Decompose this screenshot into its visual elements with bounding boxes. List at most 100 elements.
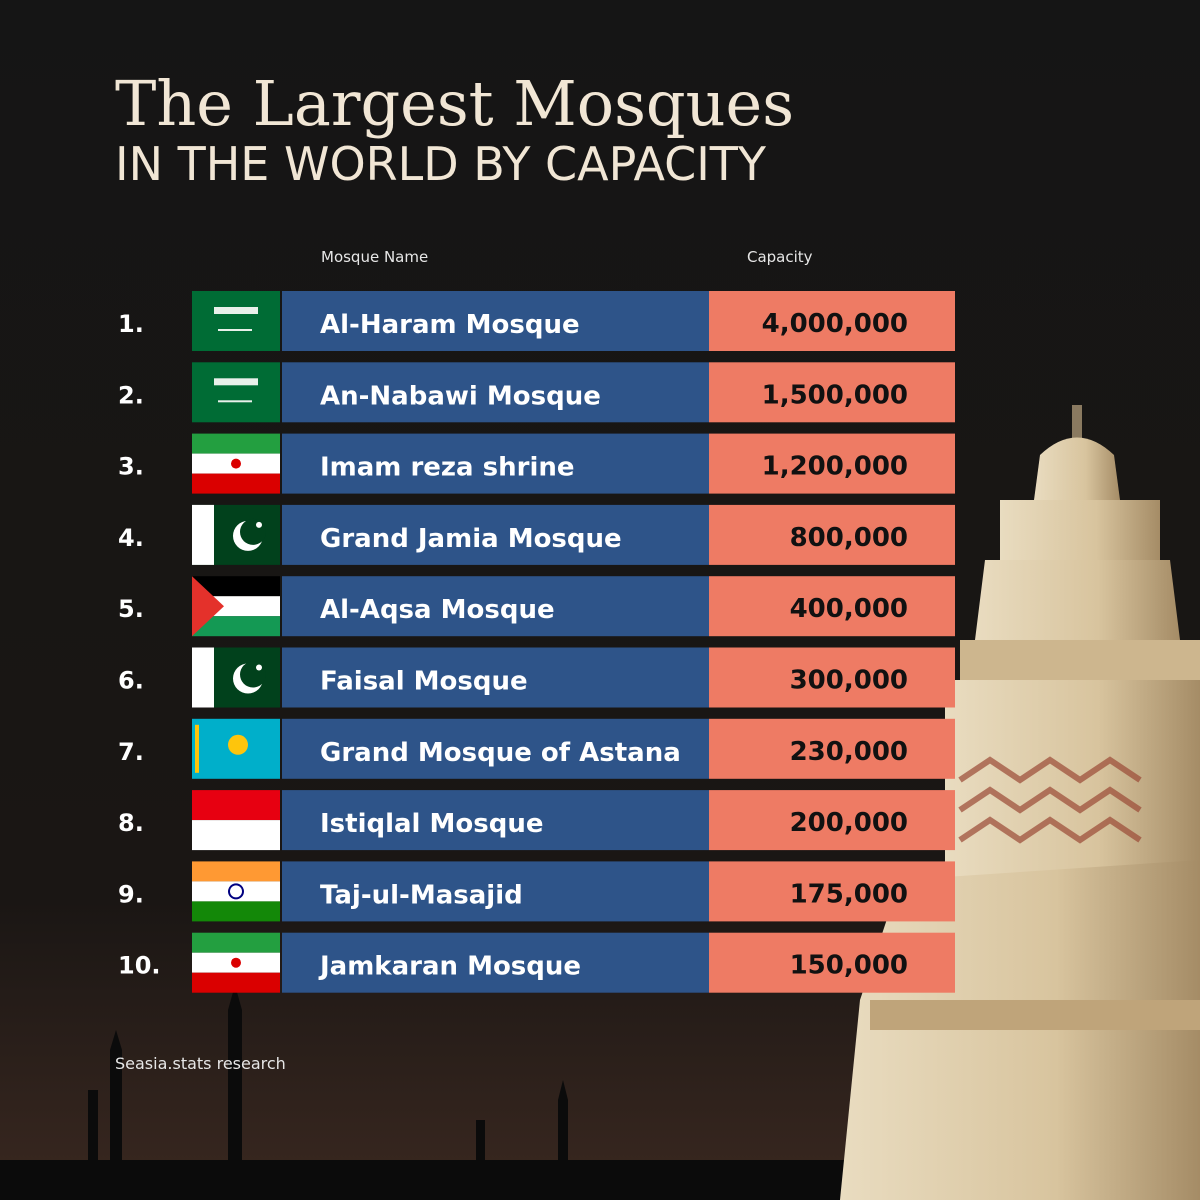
flag-part xyxy=(192,647,214,708)
flag-part xyxy=(192,616,280,637)
name-cell xyxy=(282,504,709,565)
capacity-cell xyxy=(709,291,955,351)
footer: Seasia.stats research xyxy=(115,1054,286,1073)
name-cell xyxy=(282,932,709,993)
column-header: Mosque Name xyxy=(321,248,428,266)
flag-part xyxy=(231,458,241,469)
flag xyxy=(192,433,280,494)
capacity: 1,200,000 xyxy=(762,452,908,482)
capacity: 800,000 xyxy=(790,523,908,553)
rank: 6. xyxy=(118,667,144,695)
flag xyxy=(192,647,280,708)
table-row: 9. Taj-ul-Masajid 175,000 xyxy=(118,861,955,922)
capacity-cell xyxy=(709,647,955,708)
name-cell xyxy=(282,291,709,351)
rank: 5. xyxy=(118,595,144,623)
mosque-name: Al-Haram Mosque xyxy=(320,310,580,340)
rank: 3. xyxy=(118,453,144,481)
flag-part xyxy=(218,329,252,331)
flag xyxy=(192,576,280,637)
flag xyxy=(192,932,280,993)
flag-part xyxy=(192,901,280,922)
mosque-name: Al-Aqsa Mosque xyxy=(320,595,555,625)
name-cell xyxy=(282,433,709,494)
flag-part xyxy=(192,820,280,851)
capacity: 150,000 xyxy=(790,951,908,981)
flag-part xyxy=(192,576,280,597)
flag-part xyxy=(256,521,262,528)
flag xyxy=(192,291,280,351)
table-row: 6. Faisal Mosque 300,000 xyxy=(118,647,955,708)
mosque-name: Faisal Mosque xyxy=(320,667,528,697)
column-header: Capacity xyxy=(747,248,813,266)
name-cell xyxy=(282,576,709,637)
mosque-name: Istiqlal Mosque xyxy=(320,809,544,839)
capacity: 400,000 xyxy=(790,594,908,624)
rank: 7. xyxy=(118,738,144,766)
flag-part xyxy=(240,661,266,688)
rank: 4. xyxy=(118,524,144,552)
flag-part xyxy=(192,861,280,882)
rank: 10. xyxy=(118,952,161,980)
flag xyxy=(192,362,280,423)
flag-part xyxy=(192,972,280,993)
mosque-name: Grand Mosque of Astana xyxy=(320,738,681,768)
table-row: 7. Grand Mosque of Astana 230,000 xyxy=(118,718,955,779)
flag-part xyxy=(192,932,280,953)
flag xyxy=(192,718,280,779)
table-row: 5. Al-Aqsa Mosque 400,000 xyxy=(118,576,955,637)
capacity: 230,000 xyxy=(790,737,908,767)
flag-part xyxy=(192,362,280,423)
mosque-name: Grand Jamia Mosque xyxy=(320,524,622,554)
rank: 9. xyxy=(118,880,144,908)
flag-part xyxy=(192,473,280,494)
rank: 1. xyxy=(118,310,144,338)
mosque-name: Taj-ul-Masajid xyxy=(320,880,523,910)
capacity-cell xyxy=(709,932,955,993)
capacity-cell xyxy=(709,790,955,851)
mosque-name: Imam reza shrine xyxy=(320,453,575,483)
capacity-cell xyxy=(709,576,955,637)
flag xyxy=(192,790,280,851)
flag xyxy=(192,504,280,565)
capacity-cell xyxy=(709,433,955,494)
mosque-name: Jamkaran Mosque xyxy=(318,952,581,982)
title: The Largest Mosques xyxy=(115,67,794,140)
flag xyxy=(192,861,280,922)
rank: 8. xyxy=(118,809,144,837)
table-row: 4. Grand Jamia Mosque 800,000 xyxy=(118,504,955,565)
table-row: 1. Al-Haram Mosque 4,000,000 xyxy=(118,291,955,351)
capacity: 175,000 xyxy=(790,879,908,909)
flag-part xyxy=(195,724,199,773)
mosque-name: An-Nabawi Mosque xyxy=(320,381,601,411)
flag-part xyxy=(192,790,280,821)
capacity: 1,500,000 xyxy=(762,380,908,410)
flag-part xyxy=(256,664,262,671)
capacity: 200,000 xyxy=(790,808,908,838)
name-cell xyxy=(282,790,709,851)
capacity-cell xyxy=(709,504,955,565)
table-row: 3. Imam reza shrine 1,200,000 xyxy=(118,433,955,494)
capacity: 4,000,000 xyxy=(762,309,908,339)
flag-part xyxy=(214,307,258,314)
name-cell xyxy=(282,362,709,423)
flag-part xyxy=(228,883,244,900)
flag-part xyxy=(192,504,214,565)
subtitle: IN THE WORLD BY CAPACITY xyxy=(115,137,767,191)
table: 1. Al-Haram Mosque 4,000,000 2. An-Nabawi Mo… xyxy=(118,291,955,993)
flag-part xyxy=(192,291,280,351)
flag-part xyxy=(192,433,280,454)
table-row: 8. Istiqlal Mosque 200,000 xyxy=(118,790,955,851)
capacity-cell xyxy=(709,362,955,423)
flag-part xyxy=(192,576,224,637)
flag-part xyxy=(228,734,248,755)
flag-part xyxy=(192,881,280,902)
flag-part xyxy=(231,957,241,968)
flag-part xyxy=(240,518,266,545)
flag-part xyxy=(214,378,258,386)
table-row: 10. Jamkaran Mosque 150,000 xyxy=(118,932,955,993)
flag-part xyxy=(218,400,252,403)
name-cell xyxy=(282,861,709,922)
name-cell xyxy=(282,718,709,779)
